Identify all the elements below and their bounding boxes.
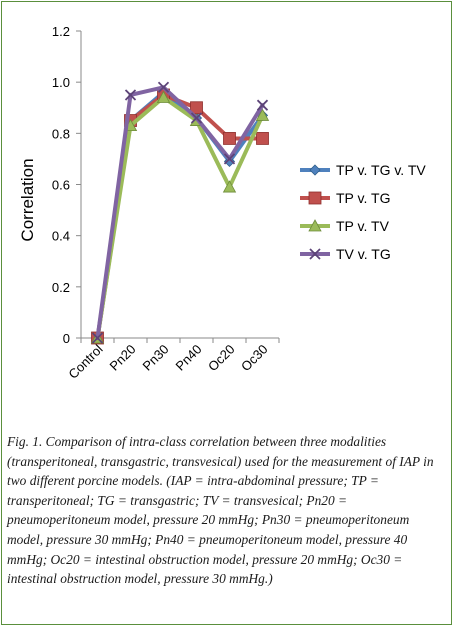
legend: TP v. TG v. TV TP v. TG TP v. TV TV v. TG [300,162,426,262]
x-tick-label: Pn40 [173,342,205,374]
series-line [95,95,265,340]
data-point-square [308,191,322,205]
data-point-x [91,332,104,344]
y-axis: 0 0.2 0.4 0.6 0.8 1.0 1.2 [52,24,82,346]
x-tick-label: Control [65,341,105,381]
data-point-triangle [222,180,237,193]
chart-area: 0 0.2 0.4 0.6 0.8 1.0 1.2 Control Pn20 Pn30 Pn40 O… [18,24,426,382]
correlation-line-chart: 00.20.40.60.81.01.2 Control Pn20 Pn30 Pn40 O… [18,24,426,382]
legend-item: TP v. TG [300,190,390,206]
data-point-square [223,132,236,145]
series-2 [90,90,270,344]
legend-label: TP v. TG [336,190,390,206]
data-point-x [256,99,269,111]
series-line [95,85,265,340]
legend-label: TV v. TG [336,246,391,262]
data-point-square [256,132,269,145]
y-tick-label: 0.8 [52,126,70,141]
series-group [90,81,270,345]
legend-item: TP v. TG v. TV [300,162,426,178]
x-tick-label: Pn30 [140,342,172,374]
series-3 [91,81,269,344]
data-point-x [309,248,321,260]
y-tick-label: 0 [63,331,70,346]
series-line [95,92,265,340]
x-tick-label: Pn20 [107,342,139,374]
series-line [95,90,265,340]
data-point-diamond [309,164,321,176]
y-tick-label: 1.2 [52,24,70,39]
x-tick-label: Oc20 [205,342,238,375]
data-point-x [157,81,170,93]
series-0 [91,86,269,344]
legend-label: TP v. TG v. TV [336,162,426,178]
legend-label: TP v. TV [336,218,390,234]
data-point-x [124,89,137,101]
data-point-triangle [255,108,270,121]
y-tick-label: 0.2 [52,280,70,295]
figure-caption: Fig. 1. Comparison of intra-class correl… [7,434,434,587]
y-tick-label: 0.6 [52,178,70,193]
y-tick-label: 0.4 [52,229,70,244]
data-point-x [190,112,203,124]
x-tick-label: Oc30 [238,342,271,375]
legend-item: TP v. TV [300,218,390,234]
x-axis: Control Pn20 Pn30 Pn40 Oc20 Oc30 [65,337,280,382]
legend-item: TV v. TG [300,246,391,262]
y-axis-label: Correlation [18,158,37,241]
data-point-triangle [156,90,171,103]
y-tick-label: 1.0 [52,75,70,90]
data-point-x [223,153,236,165]
data-point-triangle [308,219,322,232]
